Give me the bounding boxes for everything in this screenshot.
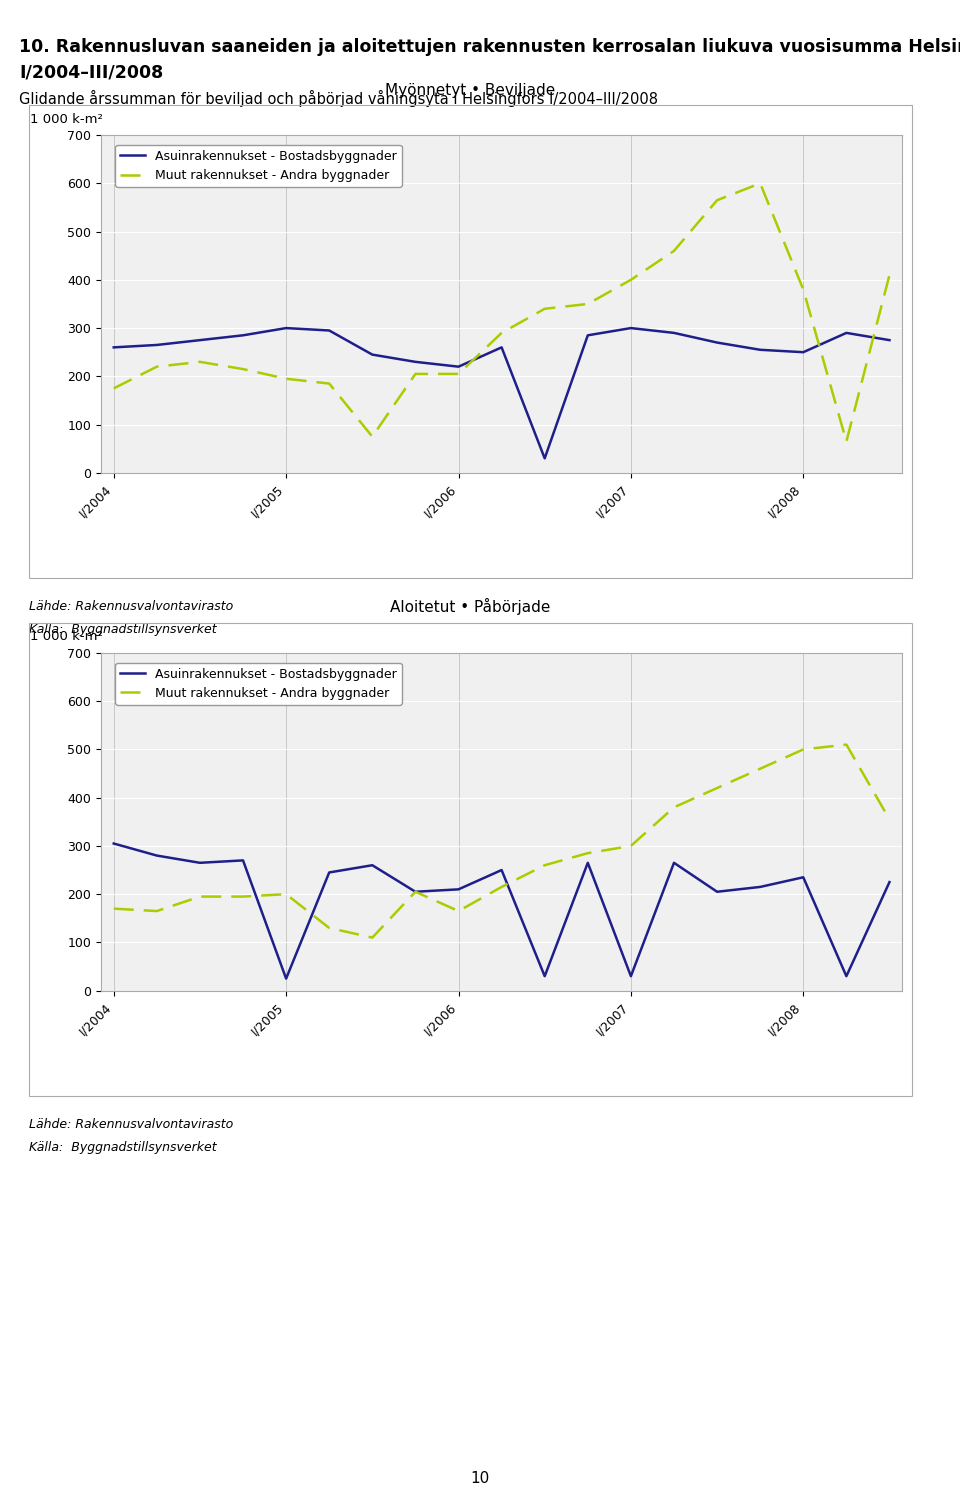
Text: 10: 10 [470,1471,490,1486]
Text: Källa:  Byggnadstillsynsverket: Källa: Byggnadstillsynsverket [29,1141,216,1154]
Text: 10. Rakennusluvan saaneiden ja aloitettujen rakennusten kerrosalan liukuva vuosi: 10. Rakennusluvan saaneiden ja aloitettu… [19,38,960,56]
Text: Källa:  Byggnadstillsynsverket: Källa: Byggnadstillsynsverket [29,623,216,636]
Text: Lähde: Rakennusvalvontavirasto: Lähde: Rakennusvalvontavirasto [29,1118,233,1132]
Text: Glidande årssumman för beviljad och påbörjad våningsyta i Helsingfors I/2004–III: Glidande årssumman för beviljad och påbö… [19,90,659,107]
Text: 1 000 k-m²: 1 000 k-m² [30,113,103,126]
Text: Myönnetyt • Beviljade: Myönnetyt • Beviljade [385,83,556,98]
Text: Aloitetut • Påbörjade: Aloitetut • Påbörjade [390,599,551,615]
Legend: Asuinrakennukset - Bostadsbyggnader, Muut rakennukset - Andra byggnader: Asuinrakennukset - Bostadsbyggnader, Muu… [115,662,402,705]
Text: 1 000 k-m²: 1 000 k-m² [30,630,103,644]
Legend: Asuinrakennukset - Bostadsbyggnader, Muut rakennukset - Andra byggnader: Asuinrakennukset - Bostadsbyggnader, Muu… [115,144,402,188]
Text: I/2004–III/2008: I/2004–III/2008 [19,63,163,81]
Text: Lähde: Rakennusvalvontavirasto: Lähde: Rakennusvalvontavirasto [29,600,233,614]
